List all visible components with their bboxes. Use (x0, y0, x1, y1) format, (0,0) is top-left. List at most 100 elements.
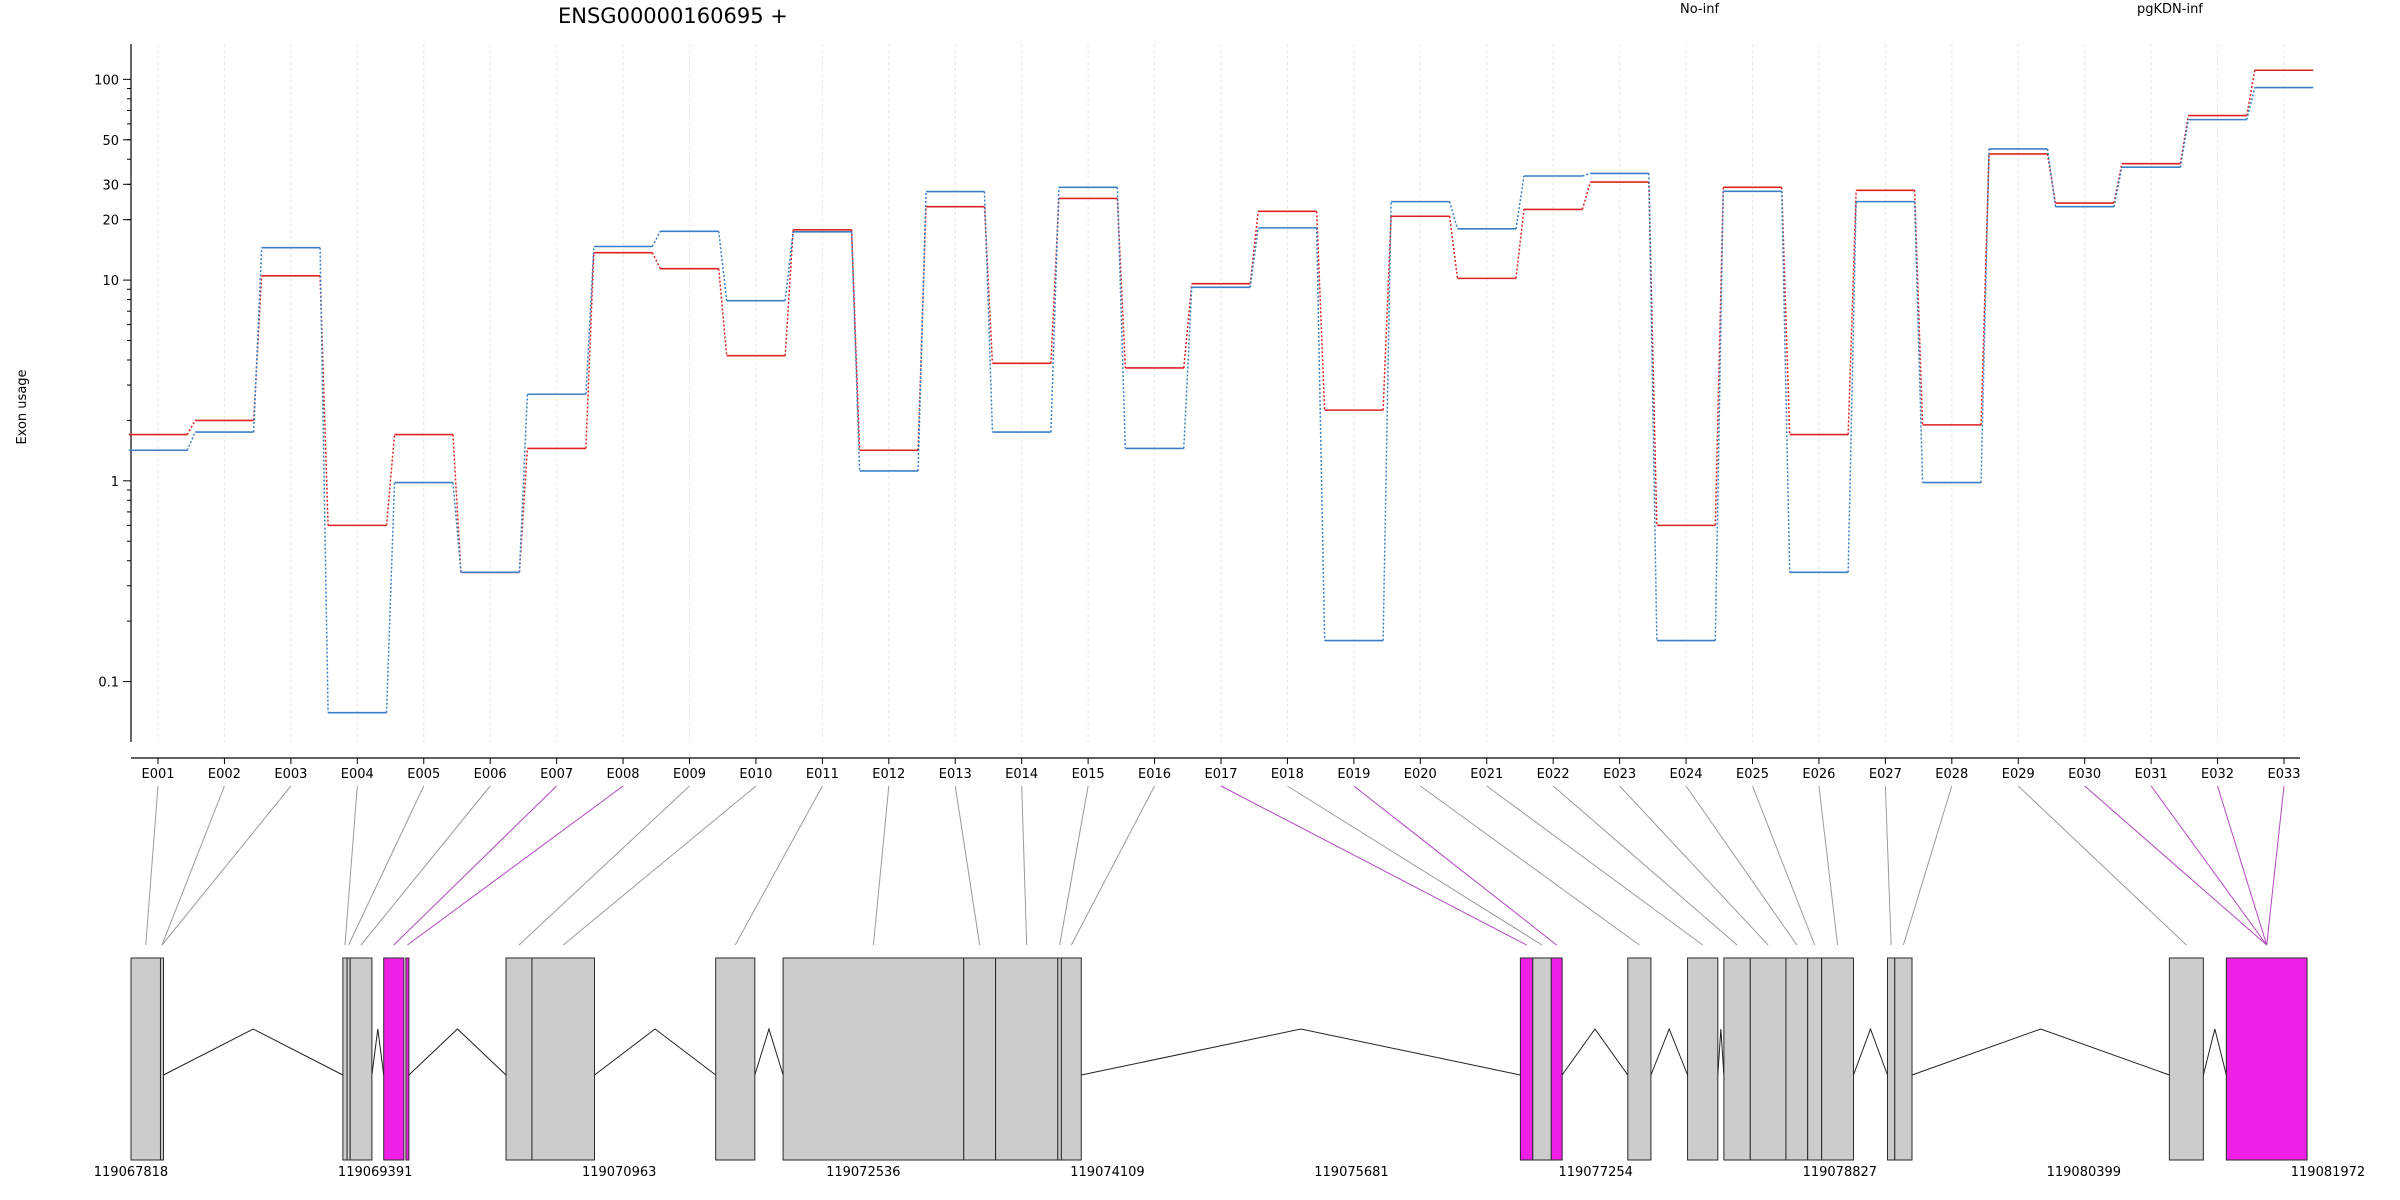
exon-box (1550, 957, 1563, 1161)
series-connector (585, 246, 595, 395)
x-tick-label: E018 (1271, 767, 1304, 782)
intron-line (408, 1028, 507, 1076)
genome-coordinate-label: 119074109 (1070, 1165, 1144, 1180)
y-tick-label: 0.1 (98, 676, 119, 691)
exon-connector-line (1287, 785, 1543, 946)
series-connector (717, 231, 728, 301)
series-connector (319, 247, 329, 713)
exon-connector-line (1818, 785, 1839, 946)
exon-box (505, 957, 533, 1161)
exon-connector-line (562, 785, 757, 946)
exon-box (1785, 957, 1809, 1161)
exon-connectors (145, 785, 2285, 946)
exon-connector-line (734, 785, 823, 946)
series-connector (2046, 148, 2057, 207)
exon-connector-line (2017, 785, 2187, 946)
series-pgkdn-inf (128, 86, 2314, 714)
grid (157, 44, 2285, 742)
exon-connector-line (407, 785, 624, 946)
series-connector (1050, 198, 1060, 364)
x-tick-label: E002 (208, 767, 241, 782)
x-axis: E001 E002 E003 E004 E005 E006 E007 E008 E009 E010… (131, 757, 2301, 782)
x-tick-label: E029 (2002, 767, 2035, 782)
series-connector (186, 431, 196, 451)
y-tick-label: 30 (102, 178, 119, 193)
series-connector (252, 247, 263, 433)
series-connector (1847, 201, 1857, 573)
x-tick-label: E001 (141, 767, 174, 782)
series-connector (1515, 209, 1525, 279)
x-tick-label: E009 (673, 767, 706, 782)
series-lines (128, 69, 2314, 714)
exon-connector-line (145, 785, 159, 946)
exon-connector-line (872, 785, 890, 946)
series-connector (1382, 201, 1392, 641)
exon-connector-line (2150, 785, 2268, 946)
x-tick-label: E019 (1337, 767, 1370, 782)
series-connector (385, 434, 396, 526)
x-tick-label: E030 (2068, 767, 2101, 782)
series-no-inf (128, 69, 2314, 574)
y-tick-label: 10 (102, 274, 119, 289)
exon-box (1723, 957, 1751, 1161)
series-connector (1913, 190, 1924, 425)
intron-line (594, 1028, 717, 1076)
exon-connector-line (1021, 785, 1028, 946)
series-connector (1980, 153, 1990, 425)
legend-entry-pgkdn-inf: pgKDN-inf (2137, 2, 2203, 17)
x-tick-label: E022 (1537, 767, 1570, 782)
intron-line (1650, 1027, 1689, 1076)
genome-coordinate-label: 119077254 (1558, 1165, 1632, 1180)
series-connector (717, 268, 728, 356)
exon-connector-line (161, 785, 225, 946)
intron-line (1081, 1028, 1521, 1076)
exon-box (342, 957, 348, 1161)
x-tick-label: E014 (1005, 767, 1038, 782)
y-axis: 0.1 1 10 20 30 50 100 (94, 44, 132, 742)
exon-box (1886, 957, 1896, 1161)
x-tick-label: E004 (341, 767, 374, 782)
chart-title: ENSG00000160695 + (558, 4, 788, 28)
x-tick-label: E017 (1204, 767, 1237, 782)
exon-box (130, 957, 161, 1161)
x-tick-label: E026 (1802, 767, 1835, 782)
series-connector (1448, 201, 1459, 230)
intron-line (1911, 1028, 2170, 1076)
x-tick-label: E003 (274, 767, 307, 782)
genome-coordinate-label: 119072536 (826, 1165, 900, 1180)
series-connector (1448, 216, 1459, 279)
exon-box (1821, 957, 1854, 1161)
x-tick-label: E023 (1603, 767, 1636, 782)
genome-coordinate-label: 119069391 (338, 1165, 412, 1180)
exon-box (2225, 957, 2308, 1161)
y-tick-label: 50 (102, 134, 119, 149)
x-tick-label: E031 (2135, 767, 2168, 782)
genome-coordinate-label: 119081972 (2291, 1165, 2365, 1180)
exon-connector-line (1220, 785, 1527, 946)
intron-line (754, 1027, 784, 1076)
exon-box (405, 957, 410, 1161)
series-connector (1183, 287, 1193, 449)
exon-connector-line (161, 785, 292, 946)
series-connector (784, 231, 794, 301)
series-connector (1315, 211, 1326, 411)
series-connector (1116, 187, 1127, 449)
x-tick-label: E027 (1869, 767, 1902, 782)
gene-model (130, 957, 2308, 1161)
exon-box (1894, 957, 1913, 1161)
exon-box (531, 957, 595, 1161)
exon-connector-line (1752, 785, 1816, 946)
genome-coordinate-label: 119070963 (582, 1165, 656, 1180)
intron-line (163, 1028, 344, 1076)
x-tick-label: E007 (540, 767, 573, 782)
series-connector (1581, 181, 1592, 210)
intron-line (1717, 1028, 1725, 1076)
exon-box (349, 957, 373, 1161)
exon-box (963, 957, 997, 1161)
exon-connector-line (1353, 785, 1558, 946)
exon-box (715, 957, 756, 1161)
exon-connector-line (1685, 785, 1798, 946)
exon-connector-line (1552, 785, 1738, 946)
genome-coordinate-axis: 119067818 119069391 119070963 119072536 1190… (94, 1165, 2365, 1180)
exon-connector-line (1902, 785, 1953, 946)
